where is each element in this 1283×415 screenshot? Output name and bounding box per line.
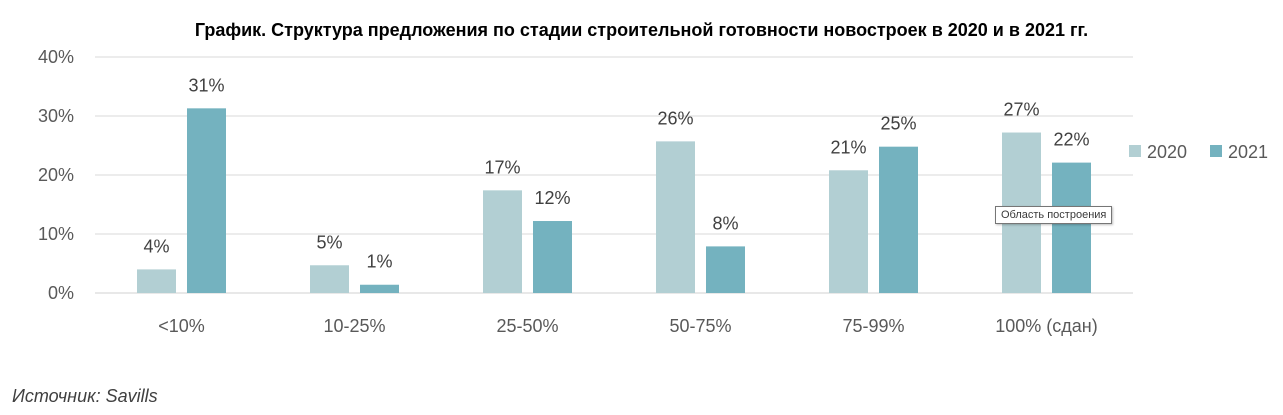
bar-2020-3 [656, 141, 695, 293]
gridlines [95, 56, 1133, 294]
data-label: 8% [712, 213, 738, 233]
x-tick-label: 100% (сдан) [995, 316, 1097, 336]
plot-area-tooltip: Область построения [995, 206, 1113, 224]
legend-label-2020: 2020 [1147, 142, 1187, 162]
bar-2020-2 [483, 190, 522, 293]
bar-2020-1 [310, 265, 349, 293]
legend-swatch-2020 [1129, 145, 1141, 157]
legend-label-2021: 2021 [1228, 142, 1268, 162]
data-label: 22% [1053, 130, 1089, 150]
bar-2020-4 [829, 170, 868, 293]
data-label: 31% [188, 75, 224, 95]
y-tick-label: 30% [38, 106, 74, 126]
bar-2021-0 [187, 108, 226, 293]
source-note: Источник: Savills [12, 386, 158, 406]
bar-2021-4 [879, 146, 918, 293]
y-tick-label: 10% [38, 224, 74, 244]
data-label: 17% [484, 157, 520, 177]
bar-2021-2 [533, 221, 572, 293]
legend-swatch-2021 [1210, 145, 1222, 157]
data-label: 27% [1003, 100, 1039, 120]
legend: 2020 2021 [1129, 142, 1268, 162]
data-label: 25% [880, 114, 916, 134]
x-tick-label: 25-50% [496, 316, 558, 336]
x-tick-label: 10-25% [323, 316, 385, 336]
bar-2021-3 [706, 246, 745, 293]
y-axis: 0% 10% 20% 30% 40% [38, 47, 74, 303]
y-tick-label: 0% [48, 283, 74, 303]
x-tick-label: 75-99% [842, 316, 904, 336]
data-label: 1% [366, 252, 392, 272]
bar-2021-1 [360, 284, 399, 293]
data-label: 4% [143, 236, 169, 256]
data-label: 12% [534, 188, 570, 208]
x-axis: <10% 10-25% 25-50% 50-75% 75-99% 100% (сдан) [158, 316, 1098, 336]
y-tick-label: 20% [38, 165, 74, 185]
chart-title: График. Структура предложения по стадии … [194, 20, 1089, 40]
bar-2021-5 [1052, 162, 1091, 293]
y-tick-label: 40% [38, 47, 74, 67]
data-label: 26% [657, 108, 693, 128]
x-tick-label: <10% [158, 316, 205, 336]
data-label: 21% [830, 137, 866, 157]
bar-2020-0 [137, 269, 176, 293]
x-tick-label: 50-75% [669, 316, 731, 336]
bars [137, 108, 1091, 293]
data-labels: 4% 31% 5% 1% 17% 12% 26% 8% 21% 25% 27% 22% [143, 75, 1089, 271]
data-label: 5% [316, 232, 342, 252]
